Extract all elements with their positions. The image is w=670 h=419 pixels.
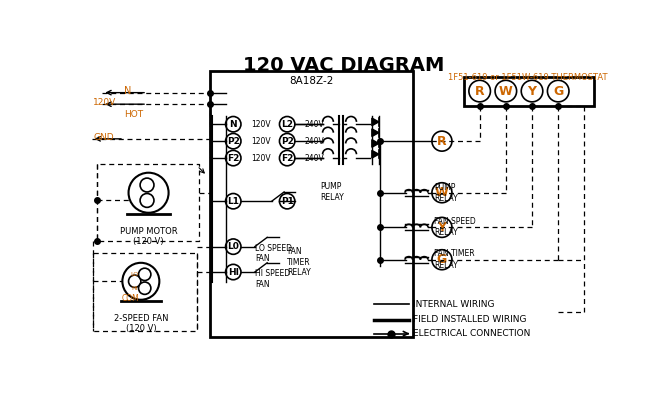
Polygon shape (372, 140, 379, 147)
Text: 2-SPEED FAN
(120 V): 2-SPEED FAN (120 V) (114, 313, 168, 333)
Text: PUMP MOTOR
(120 V): PUMP MOTOR (120 V) (120, 227, 178, 246)
Circle shape (226, 116, 241, 132)
Text: 120V: 120V (251, 120, 271, 129)
Text: ELECTRICAL CONNECTION: ELECTRICAL CONNECTION (413, 329, 530, 338)
Circle shape (129, 173, 169, 213)
Text: 120V: 120V (251, 154, 271, 163)
Text: LO: LO (131, 272, 139, 277)
Polygon shape (372, 150, 379, 158)
Text: RELAY: RELAY (434, 194, 458, 203)
Text: 240V: 240V (305, 120, 325, 129)
Text: FAN
TIMER
RELAY: FAN TIMER RELAY (287, 247, 311, 277)
Text: L2: L2 (281, 120, 293, 129)
Bar (464, 77, 594, 106)
Text: Y: Y (527, 85, 537, 98)
Circle shape (226, 264, 241, 280)
Text: 1F51-619 or 1F51W-619 THERMOSTAT: 1F51-619 or 1F51W-619 THERMOSTAT (448, 73, 608, 83)
Text: RELAY: RELAY (434, 228, 458, 236)
Circle shape (279, 133, 295, 149)
Text: PUMP: PUMP (434, 183, 456, 192)
Circle shape (279, 150, 295, 166)
Text: N: N (229, 120, 237, 129)
Text: INTERNAL WIRING: INTERNAL WIRING (413, 300, 494, 309)
Text: COM: COM (121, 294, 139, 303)
Circle shape (432, 183, 452, 203)
Circle shape (123, 263, 159, 300)
Circle shape (279, 116, 295, 132)
Circle shape (226, 133, 241, 149)
Text: FIELD INSTALLED WIRING: FIELD INSTALLED WIRING (413, 315, 526, 324)
Text: G: G (437, 253, 447, 266)
Circle shape (140, 194, 154, 207)
Circle shape (279, 194, 295, 209)
Text: LO SPEED
FAN: LO SPEED FAN (255, 244, 292, 263)
Text: P1: P1 (281, 197, 293, 206)
Circle shape (469, 80, 490, 102)
Text: P2: P2 (281, 137, 293, 146)
Circle shape (226, 239, 241, 254)
Circle shape (140, 178, 154, 192)
Text: L0: L0 (227, 242, 239, 251)
Text: W: W (499, 85, 513, 98)
Text: 8A18Z-2: 8A18Z-2 (289, 76, 334, 86)
Polygon shape (372, 118, 379, 126)
Text: P2: P2 (227, 137, 240, 146)
Text: HI SPEED
FAN: HI SPEED FAN (255, 269, 290, 289)
Text: PUMP
RELAY: PUMP RELAY (320, 182, 344, 202)
Circle shape (226, 194, 241, 209)
Text: W: W (435, 186, 449, 199)
Circle shape (139, 268, 151, 280)
Text: 120V: 120V (251, 137, 271, 146)
Bar (210, 71, 413, 337)
Text: L1: L1 (227, 197, 239, 206)
Text: FAN SPEED: FAN SPEED (434, 217, 476, 226)
Polygon shape (372, 129, 379, 137)
Text: HI: HI (131, 286, 138, 291)
Text: 120V: 120V (93, 98, 117, 107)
Circle shape (432, 217, 452, 238)
Circle shape (495, 80, 517, 102)
Text: F2: F2 (227, 154, 239, 163)
Text: F2: F2 (281, 154, 293, 163)
Text: GND: GND (93, 133, 114, 142)
Text: FAN TIMER: FAN TIMER (434, 249, 475, 258)
Text: RELAY: RELAY (434, 261, 458, 269)
Text: Y: Y (438, 221, 446, 234)
Text: HOT: HOT (124, 110, 143, 119)
Text: N: N (124, 86, 131, 96)
Circle shape (521, 80, 543, 102)
Text: G: G (553, 85, 563, 98)
Circle shape (129, 275, 141, 287)
Text: 240V: 240V (305, 154, 325, 163)
Circle shape (547, 80, 569, 102)
Text: R: R (437, 134, 447, 147)
Circle shape (432, 131, 452, 151)
Text: HI: HI (228, 268, 239, 277)
Circle shape (226, 150, 241, 166)
Text: R: R (475, 85, 484, 98)
Text: 120 VAC DIAGRAM: 120 VAC DIAGRAM (243, 57, 444, 75)
Circle shape (139, 282, 151, 295)
Circle shape (432, 250, 452, 270)
Text: 240V: 240V (305, 137, 325, 146)
